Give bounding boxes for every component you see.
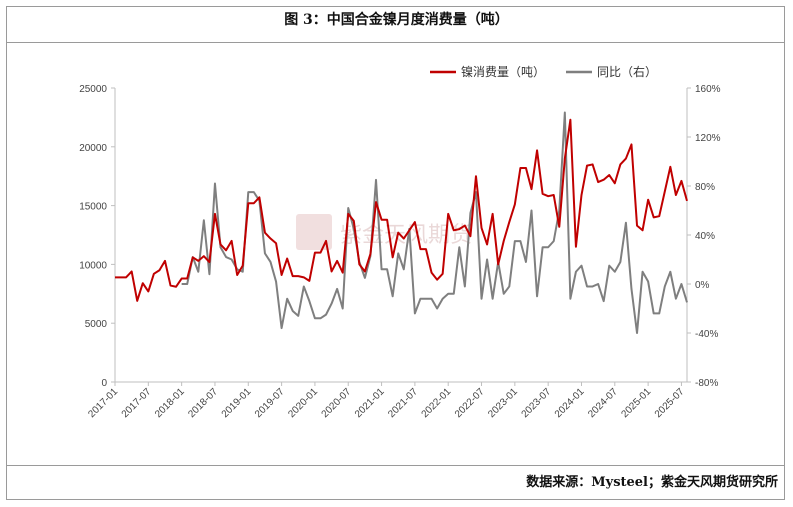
x-axis-tick-label: 2021-01 <box>353 386 387 420</box>
line-chart: 紫金天风期货 0500010000150002000025000-80%-40%… <box>79 64 721 420</box>
legend-item-consumption-label: 镍消费量（吨） <box>461 65 545 79</box>
x-axis-tick-label: 2024-07 <box>586 386 620 420</box>
x-axis-tick-label: 2022-07 <box>453 386 487 420</box>
right-axis-tick-label: 0% <box>695 280 710 291</box>
x-axis-tick-label: 2018-01 <box>153 386 187 420</box>
x-axis-tick-label: 2023-01 <box>486 386 520 420</box>
x-axis-tick-label: 2017-01 <box>86 386 120 420</box>
x-axis-tick-label: 2020-07 <box>320 386 354 420</box>
x-axis-tick-label: 2025-01 <box>620 386 654 420</box>
x-axis-tick-label: 2020-01 <box>286 386 320 420</box>
x-axis-tick-label: 2025-07 <box>653 386 687 420</box>
right-axis-tick-label: 80% <box>695 182 715 193</box>
left-axis-tick-label: 20000 <box>79 143 107 154</box>
right-axis-tick-label: 160% <box>695 84 721 95</box>
right-axis-tick-label: -80% <box>695 378 718 389</box>
x-axis-tick-label: 2023-07 <box>520 386 554 420</box>
title-divider <box>6 42 785 43</box>
left-axis-tick-label: 0 <box>101 378 107 389</box>
x-axis-tick-label: 2024-01 <box>553 386 587 420</box>
left-axis-tick-label: 15000 <box>79 202 107 213</box>
chart-title: 图 3：中国合金镍月度消费量（吨） <box>284 12 509 28</box>
x-axis-tick-label: 2019-07 <box>253 386 287 420</box>
left-axis-tick-label: 5000 <box>85 319 108 330</box>
right-axis-tick-label: -40% <box>695 329 718 340</box>
series-line-yoy <box>181 111 688 334</box>
x-axis-tick-label: 2018-07 <box>186 386 220 420</box>
chart-frame <box>6 6 785 500</box>
legend-item-yoy-label: 同比（右） <box>597 64 657 79</box>
left-axis-tick-label: 25000 <box>79 84 107 95</box>
x-axis-tick-label: 2021-07 <box>386 386 420 420</box>
source-note: 数据来源：Mysteel；紫金天风期货研究所 <box>526 475 778 490</box>
series-line-consumption <box>115 118 688 302</box>
right-axis-tick-label: 40% <box>695 231 715 242</box>
left-axis-tick-label: 10000 <box>79 260 107 271</box>
x-axis-tick-label: 2022-01 <box>420 386 454 420</box>
x-axis-tick-label: 2017-07 <box>120 386 154 420</box>
right-axis-tick-label: 120% <box>695 133 721 144</box>
x-axis-tick-label: 2019-01 <box>220 386 254 420</box>
source-divider <box>6 465 785 466</box>
